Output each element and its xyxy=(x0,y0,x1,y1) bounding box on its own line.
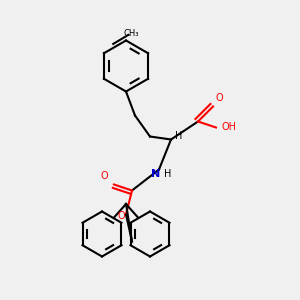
Text: O: O xyxy=(100,172,108,182)
Text: O: O xyxy=(118,211,125,221)
Text: OH: OH xyxy=(222,122,237,133)
Text: O: O xyxy=(216,94,224,103)
Text: CH₃: CH₃ xyxy=(124,29,139,38)
Text: N: N xyxy=(152,169,160,179)
Text: H: H xyxy=(164,169,172,179)
Text: H: H xyxy=(175,131,182,142)
